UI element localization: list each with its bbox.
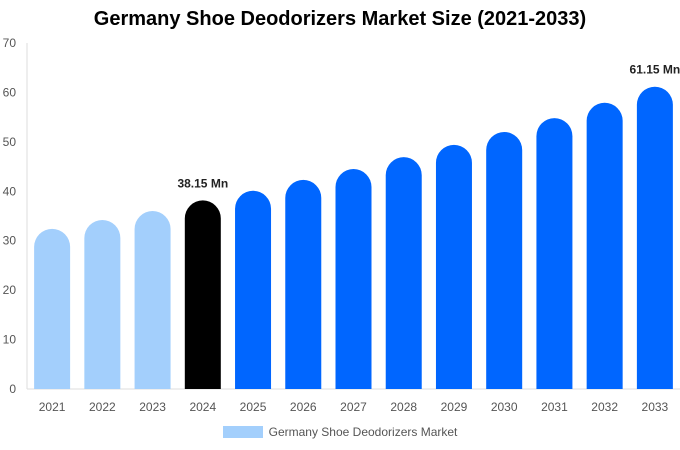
x-tick-label: 2025 (240, 400, 267, 414)
y-tick-label: 50 (3, 135, 17, 149)
data-label-2033: 61.15 Mn (630, 63, 680, 77)
bar-2028 (385, 157, 422, 389)
x-tick-label: 2027 (340, 400, 367, 414)
legend: Germany Shoe Deodorizers Market (0, 425, 680, 439)
bar-2021 (34, 228, 71, 389)
y-tick-label: 0 (9, 382, 16, 396)
x-tick-label: 2032 (591, 400, 618, 414)
x-tick-label: 2024 (189, 400, 216, 414)
y-tick-label: 70 (3, 36, 17, 50)
x-tick-label: 2028 (390, 400, 417, 414)
x-tick-label: 2030 (491, 400, 518, 414)
x-tick-label: 2026 (290, 400, 317, 414)
chart-title: Germany Shoe Deodorizers Market Size (20… (93, 8, 587, 30)
y-tick-label: 20 (3, 283, 17, 297)
bar-2026 (285, 179, 322, 389)
data-label-2024: 38.15 Mn (177, 176, 228, 190)
x-tick-label: 2021 (39, 400, 66, 414)
bar-2022 (84, 219, 121, 389)
legend-swatch (222, 426, 263, 438)
bar-2032 (586, 102, 623, 390)
x-tick-label: 2033 (642, 400, 669, 414)
bar-2030 (486, 131, 523, 389)
bar-2027 (335, 169, 372, 389)
x-tick-label: 2031 (541, 400, 568, 414)
x-tick-label: 2023 (139, 400, 166, 414)
bar-2023 (134, 211, 171, 389)
y-tick-label: 60 (3, 85, 17, 99)
x-tick-label: 2029 (441, 400, 468, 414)
bar-2033 (636, 86, 673, 389)
x-tick-label: 2022 (89, 400, 116, 414)
y-tick-label: 30 (3, 234, 17, 248)
legend-label: Germany Shoe Deodorizers Market (268, 425, 458, 439)
y-tick-label: 10 (3, 333, 17, 347)
y-tick-label: 40 (3, 184, 17, 198)
bar-2025 (235, 190, 272, 389)
bar-2029 (435, 144, 472, 389)
bar-2031 (536, 118, 573, 389)
bar-2024 (184, 200, 221, 389)
